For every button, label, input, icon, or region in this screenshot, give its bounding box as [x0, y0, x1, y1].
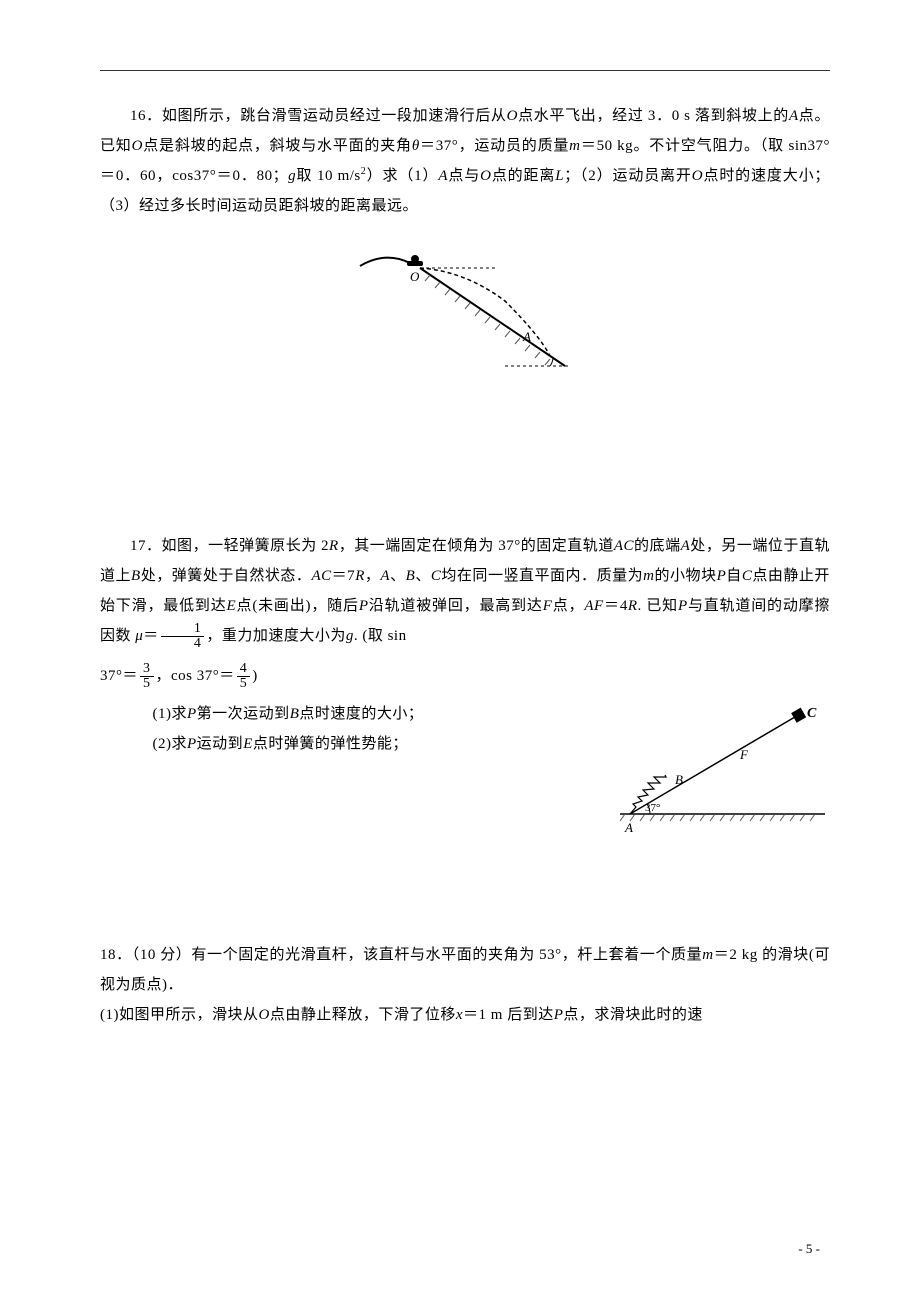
- q16-t5: ＝37°，运动员的质量: [420, 138, 569, 154]
- q17-t20: ，重力加速度大小为: [206, 628, 346, 644]
- q17-frac-cos: 45: [237, 662, 251, 691]
- q17-t24: ): [252, 668, 258, 684]
- q16-t4: 点是斜坡的起点，斜坡与水平面的夹角: [143, 138, 412, 154]
- q17-AC2: AC: [311, 568, 331, 584]
- q17-C1: C: [431, 568, 442, 584]
- q17-t3: 的底端: [634, 538, 681, 554]
- q17-eq: ＝: [143, 628, 159, 644]
- q17-t7: ，: [365, 568, 381, 584]
- q17-B1: B: [131, 568, 141, 584]
- q17-t10: 均在同一竖直平面内．质量为: [441, 568, 643, 584]
- q16-t2: 点水平飞出，经过 3．0 s 落到斜坡上的: [518, 108, 789, 124]
- q17-t21: . (取 sin: [354, 628, 407, 644]
- q17-t11: 的小物块: [654, 568, 716, 584]
- q17-frac-sin: 35: [140, 662, 154, 691]
- q17-fig-A: A: [624, 820, 633, 835]
- q16-theta: θ: [412, 138, 420, 154]
- q17-R2: R: [355, 568, 365, 584]
- page-number: - 5 -: [798, 1236, 820, 1262]
- q17-R1: R: [329, 538, 339, 554]
- q16-t1: 16．如图所示，跳台滑雪运动员经过一段加速滑行后从: [130, 108, 507, 124]
- q17-t16: 点，: [552, 598, 584, 614]
- q16-svg: O A: [355, 241, 575, 381]
- q18-t1: 18．（10 分）有一个固定的光滑直杆，该直杆与水平面的夹角为 53°，杆上套着…: [100, 947, 702, 963]
- q17-AC1: AC: [614, 538, 634, 554]
- q17-t6: ＝7: [332, 568, 356, 584]
- q17-figure: 37° A B F C: [600, 699, 830, 850]
- q16-A2: A: [438, 168, 448, 184]
- q17-fig-angle: 37°: [645, 802, 660, 814]
- q16-m: m: [569, 138, 580, 154]
- q17-P1: P: [717, 568, 727, 584]
- q17-t18: . 已知: [638, 598, 678, 614]
- q17-B2: B: [406, 568, 416, 584]
- q18-sub1: (1)如图甲所示，滑块从O点由静止释放，下滑了位移x＝1 m 后到达P点，求滑块…: [100, 1000, 830, 1030]
- q17-t22: 37°＝: [100, 668, 138, 684]
- q17-t1: 17．如图，一轻弹簧原长为 2: [130, 538, 329, 554]
- q17-sub1: (1)求P第一次运动到B点时速度的大小；: [100, 699, 600, 729]
- q16-t11: ；（2）运动员离开: [564, 168, 692, 184]
- q17-C2: C: [742, 568, 753, 584]
- q16-fig-A: A: [522, 329, 531, 344]
- q17-m: m: [643, 568, 654, 584]
- q16-paragraph: 16．如图所示，跳台滑雪运动员经过一段加速滑行后从O点水平飞出，经过 3．0 s…: [100, 101, 830, 221]
- q17-t12: 自: [726, 568, 742, 584]
- q16-figure: O A: [100, 241, 830, 381]
- q17-frac-mu: 14: [161, 622, 205, 651]
- q17-t17: ＝4: [604, 598, 628, 614]
- q16-t7: 取 10 m/s: [296, 168, 361, 184]
- q16-L: L: [555, 168, 564, 184]
- q16-t10: 点的距离: [491, 168, 555, 184]
- q17-subs-row: (1)求P第一次运动到B点时速度的大小； (2)求P运动到E点时弹簧的弹性势能；: [100, 699, 830, 850]
- q16-O1: O: [507, 108, 518, 124]
- q17-E1: E: [227, 598, 237, 614]
- q17-P3: P: [678, 598, 688, 614]
- q16-O4: O: [692, 168, 703, 184]
- q17-t15: 沿轨道被弹回，最高到达: [368, 598, 542, 614]
- q17-t8: 、: [390, 568, 406, 584]
- q17-fig-C: C: [807, 706, 817, 721]
- q17-t14: 点(未画出)，随后: [236, 598, 359, 614]
- q17-t2: ，其一端固定在倾角为 37°的固定直轨道: [339, 538, 614, 554]
- q17-t23: ，cos 37°＝: [156, 668, 235, 684]
- q17-AF: AF: [584, 598, 603, 614]
- q16-t9: 点与: [448, 168, 480, 184]
- q16-fig-O: O: [410, 269, 420, 284]
- q17-line2: 37°＝35，cos 37°＝45): [100, 661, 830, 691]
- q17-g: g: [346, 628, 354, 644]
- q17-paragraph: 17．如图，一轻弹簧原长为 2R，其一端固定在倾角为 37°的固定直轨道AC的底…: [100, 531, 830, 651]
- q17-sub2: (2)求P运动到E点时弹簧的弹性势能；: [100, 729, 600, 759]
- q17-R3: R: [628, 598, 638, 614]
- q17-F1: F: [543, 598, 553, 614]
- page-divider: [100, 70, 830, 71]
- q17-fig-B: B: [675, 772, 683, 787]
- q16-O2: O: [132, 138, 143, 154]
- q16-t8: ）求（1）: [366, 168, 438, 184]
- q17-A1: A: [681, 538, 691, 554]
- q16-g: g: [288, 168, 296, 184]
- q17-t5: 处，弹簧处于自然状态．: [141, 568, 312, 584]
- q17-A2: A: [380, 568, 390, 584]
- q17-t9: 、: [415, 568, 431, 584]
- q16-A1: A: [789, 108, 799, 124]
- q18-paragraph: 18．（10 分）有一个固定的光滑直杆，该直杆与水平面的夹角为 53°，杆上套着…: [100, 940, 830, 1000]
- q17-svg: 37° A B F C: [600, 699, 830, 839]
- q16-O3: O: [480, 168, 491, 184]
- q17-fig-F: F: [739, 747, 749, 762]
- q18-m: m: [702, 947, 713, 963]
